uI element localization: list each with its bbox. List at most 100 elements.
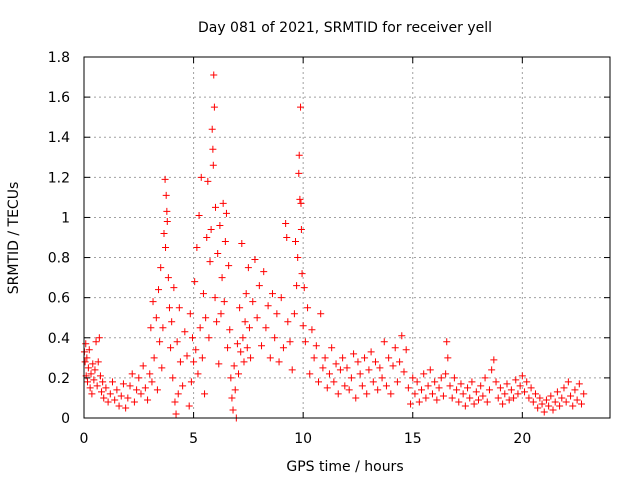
data-point	[173, 338, 181, 346]
data-point	[428, 390, 436, 398]
data-point	[398, 332, 406, 340]
data-point	[216, 221, 224, 229]
data-point	[171, 398, 179, 406]
data-point	[135, 374, 143, 382]
data-point	[139, 362, 147, 370]
data-point	[219, 199, 227, 207]
data-point	[312, 342, 320, 350]
data-point	[283, 234, 291, 241]
data-point	[393, 378, 401, 386]
data-point	[343, 364, 351, 372]
data-point	[354, 358, 362, 366]
data-point	[578, 400, 586, 408]
data-point	[222, 209, 230, 217]
data-point	[146, 370, 154, 378]
data-point	[96, 372, 104, 380]
data-point	[396, 358, 404, 366]
data-point	[204, 177, 212, 185]
data-point	[437, 374, 445, 382]
data-point	[175, 304, 183, 312]
data-point	[336, 366, 344, 374]
data-point	[371, 358, 379, 366]
data-point	[187, 378, 195, 386]
data-point	[126, 382, 134, 390]
data-points	[80, 71, 588, 422]
data-point	[385, 354, 393, 362]
data-point	[558, 394, 566, 402]
data-point	[298, 270, 306, 278]
data-point	[288, 366, 296, 374]
data-point	[197, 173, 205, 181]
data-point	[483, 398, 491, 406]
data-point	[389, 362, 397, 370]
data-point	[453, 386, 461, 394]
data-point	[297, 199, 305, 207]
y-tick-label: 0.4	[48, 331, 70, 347]
data-point	[209, 161, 217, 169]
data-point	[262, 324, 270, 332]
data-point	[464, 384, 472, 392]
data-point	[569, 402, 577, 410]
data-point	[86, 384, 94, 392]
data-point	[505, 396, 513, 404]
data-point	[361, 354, 369, 362]
data-point	[210, 103, 218, 111]
data-point	[275, 358, 283, 366]
data-point	[158, 364, 166, 372]
data-point	[202, 314, 210, 322]
data-point	[211, 294, 219, 302]
y-tick-label: 1.8	[48, 50, 70, 66]
data-point	[481, 374, 489, 382]
y-tick-label: 1.6	[48, 90, 70, 106]
data-point	[418, 386, 426, 394]
data-point	[230, 362, 238, 370]
data-point	[122, 404, 130, 412]
data-point	[273, 310, 281, 318]
data-point	[239, 334, 247, 342]
data-point	[170, 284, 178, 292]
data-point	[409, 374, 417, 382]
data-point	[147, 324, 155, 332]
data-point	[160, 229, 168, 237]
data-point	[163, 217, 171, 225]
data-point	[83, 354, 91, 362]
data-point	[295, 151, 303, 159]
data-point	[208, 125, 216, 133]
data-point	[439, 392, 447, 400]
data-point	[501, 390, 509, 398]
data-point	[215, 360, 223, 368]
data-point	[253, 314, 261, 322]
data-point	[229, 406, 237, 414]
data-point	[391, 344, 399, 352]
data-point	[300, 284, 308, 292]
data-point	[407, 400, 415, 408]
data-point	[161, 175, 169, 183]
data-point	[446, 382, 454, 390]
data-point	[192, 346, 200, 354]
data-point	[512, 376, 520, 384]
data-point	[141, 384, 149, 392]
y-tick-label: 0.2	[48, 371, 70, 387]
data-point	[295, 169, 303, 177]
data-point	[304, 304, 312, 312]
data-point	[382, 382, 390, 390]
data-point	[144, 396, 152, 404]
data-point	[100, 394, 108, 402]
data-point	[168, 318, 176, 326]
data-point	[226, 326, 234, 334]
data-point	[488, 366, 496, 374]
data-point	[238, 240, 246, 248]
chart-title: Day 081 of 2021, SRMTID for receiver yel…	[198, 20, 492, 36]
data-point	[260, 268, 268, 276]
data-point	[157, 264, 165, 272]
data-point	[443, 338, 451, 346]
data-point	[330, 378, 338, 386]
data-point	[94, 358, 102, 366]
data-point	[206, 258, 214, 266]
data-point	[217, 310, 225, 318]
data-point	[457, 380, 465, 388]
data-point	[167, 344, 175, 352]
data-point	[496, 384, 504, 392]
data-point	[518, 372, 526, 380]
data-point	[84, 364, 92, 372]
